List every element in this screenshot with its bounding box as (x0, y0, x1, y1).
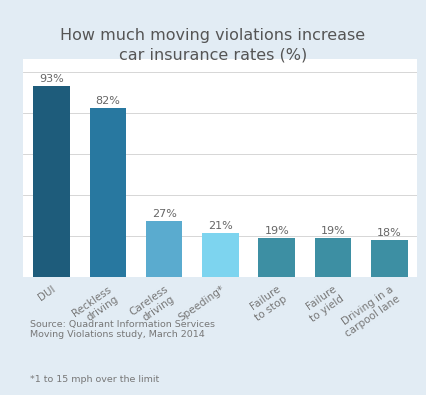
Text: 19%: 19% (265, 226, 289, 235)
Bar (315, 237, 351, 276)
Bar (202, 233, 239, 276)
Text: Source: Quadrant Information Services
Moving Violations study, March 2014: Source: Quadrant Information Services Mo… (30, 320, 215, 339)
Text: 93%: 93% (39, 74, 64, 84)
Text: 21%: 21% (208, 222, 233, 231)
Text: How much moving violations increase
car insurance rates (%): How much moving violations increase car … (60, 28, 366, 62)
Text: 82%: 82% (95, 96, 120, 106)
Text: 27%: 27% (152, 209, 177, 219)
Text: 18%: 18% (377, 228, 402, 237)
Bar (259, 237, 295, 276)
Text: *1 to 15 mph over the limit: *1 to 15 mph over the limit (30, 375, 159, 384)
Bar (146, 221, 182, 276)
Bar (371, 240, 408, 276)
Bar (33, 86, 70, 276)
Bar (89, 109, 126, 276)
Text: 19%: 19% (321, 226, 345, 235)
